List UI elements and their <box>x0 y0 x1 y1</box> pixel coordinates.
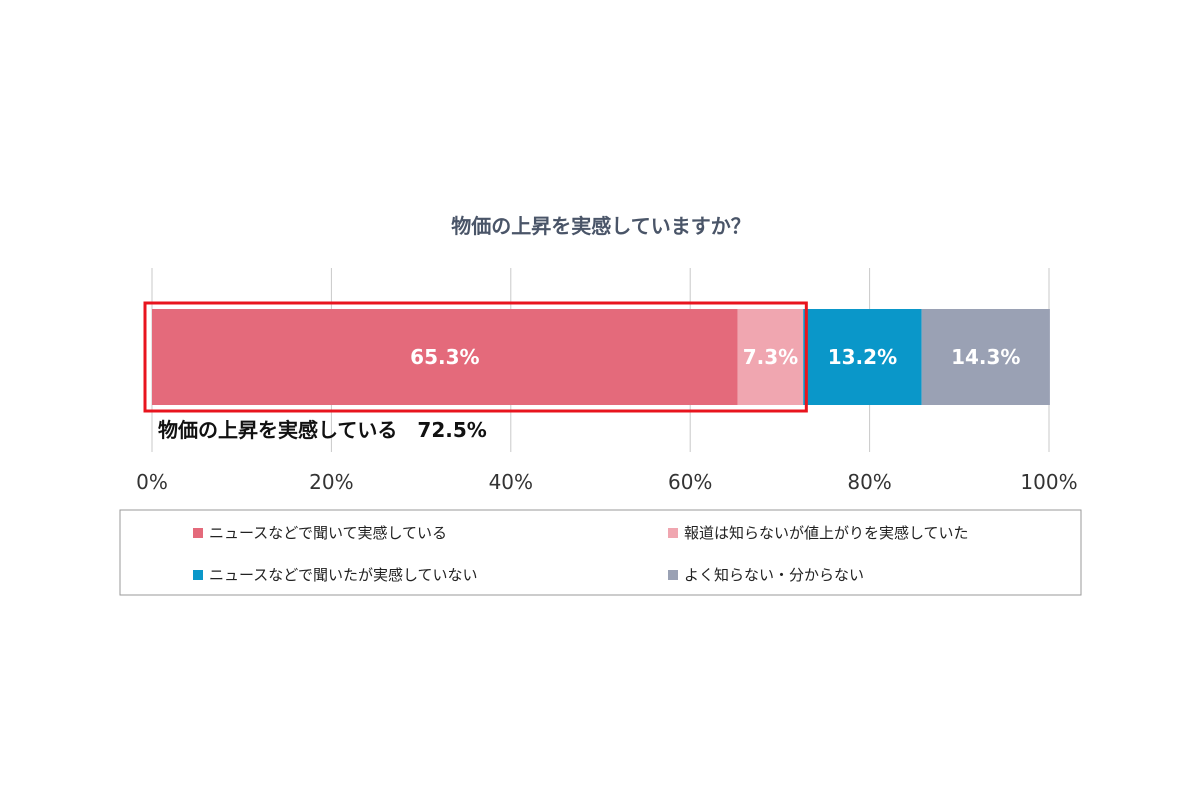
x-tick-label: 60% <box>668 470 712 494</box>
x-tick-label: 20% <box>309 470 353 494</box>
bar-segment <box>152 309 738 405</box>
x-tick-label: 0% <box>136 470 168 494</box>
bar-value-label: 14.3% <box>951 345 1020 369</box>
legend-swatch <box>668 528 678 538</box>
bar-value-label: 65.3% <box>410 345 479 369</box>
legend-entry: ニュースなどで聞いたが実感していない <box>209 566 478 584</box>
x-tick-label: 80% <box>847 470 891 494</box>
x-tick-label: 40% <box>489 470 533 494</box>
x-tick-label: 100% <box>1020 470 1077 494</box>
bar-value-label: 13.2% <box>828 345 897 369</box>
legend-swatch <box>668 570 678 580</box>
legend-entry: ニュースなどで聞いて実感している <box>209 524 447 542</box>
chart-title: 物価の上昇を実感していますか？ <box>451 214 750 238</box>
bar-segments: 65.3% 7.3% 13.2% 14.3% <box>152 309 1050 405</box>
highlight-box <box>143 301 808 413</box>
legend-swatch <box>193 570 203 580</box>
bar-segment <box>803 309 922 405</box>
bar-segment <box>737 309 804 405</box>
legend: ニュースなどで聞いて実感している 報道は知らないが値上がりを実感していたニュースな… <box>193 524 969 584</box>
legend-swatch <box>193 528 203 538</box>
highlight-annotation: 物価の上昇を実感している 72.5% <box>158 418 487 442</box>
legend-entry: よく知らない・分からない <box>684 566 864 584</box>
legend-box <box>119 509 1082 596</box>
bar-segment <box>921 309 1050 405</box>
x-axis-tick-labels: 0% 20% 40% 60% 80% 100% <box>136 470 1077 494</box>
bar-value-label: 7.3% <box>743 345 798 369</box>
legend-entry: 報道は知らないが値上がりを実感していた <box>684 524 969 542</box>
